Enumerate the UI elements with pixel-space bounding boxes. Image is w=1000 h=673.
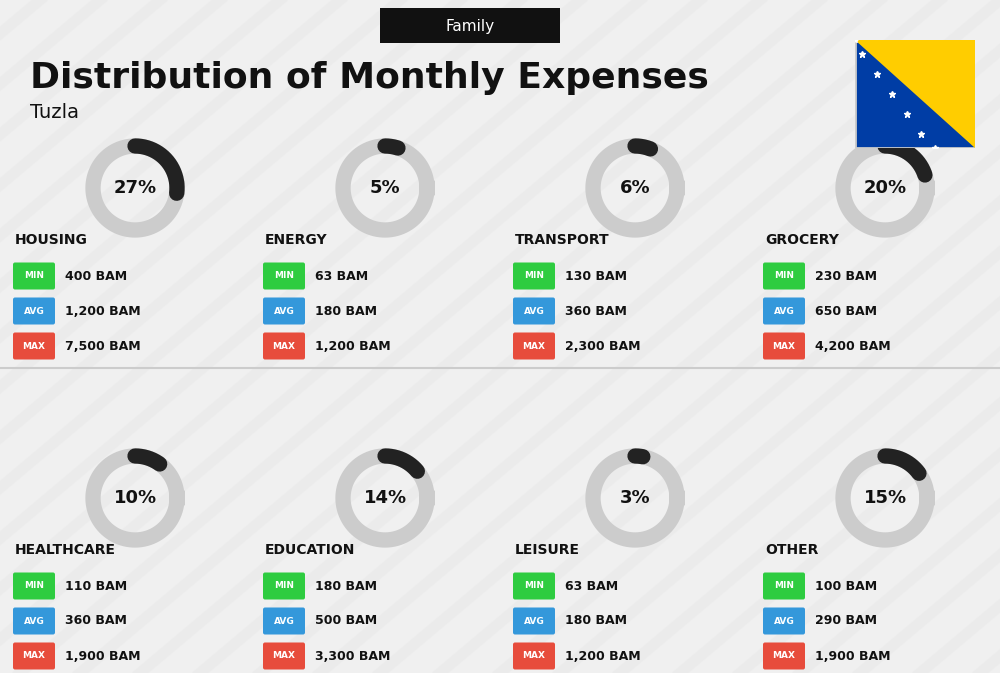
FancyBboxPatch shape — [263, 262, 305, 289]
Text: MIN: MIN — [24, 581, 44, 590]
FancyBboxPatch shape — [13, 643, 55, 670]
FancyBboxPatch shape — [763, 332, 805, 359]
Text: MIN: MIN — [24, 271, 44, 281]
Text: MAX: MAX — [523, 341, 546, 351]
FancyBboxPatch shape — [513, 573, 555, 600]
Text: Distribution of Monthly Expenses: Distribution of Monthly Expenses — [30, 61, 709, 95]
Text: OTHER: OTHER — [765, 543, 818, 557]
Text: GROCERY: GROCERY — [765, 233, 839, 247]
Text: MIN: MIN — [774, 271, 794, 281]
FancyBboxPatch shape — [13, 573, 55, 600]
Text: 7,500 BAM: 7,500 BAM — [65, 339, 141, 353]
Text: MIN: MIN — [274, 271, 294, 281]
Text: MAX: MAX — [523, 651, 546, 660]
FancyBboxPatch shape — [263, 332, 305, 359]
Text: 500 BAM: 500 BAM — [315, 614, 377, 627]
Text: 27%: 27% — [113, 179, 157, 197]
Text: 1,900 BAM: 1,900 BAM — [815, 649, 891, 662]
Text: 14%: 14% — [363, 489, 407, 507]
Text: 1,900 BAM: 1,900 BAM — [65, 649, 140, 662]
Text: 360 BAM: 360 BAM — [65, 614, 127, 627]
Text: ENERGY: ENERGY — [265, 233, 328, 247]
Text: MIN: MIN — [524, 271, 544, 281]
FancyBboxPatch shape — [763, 608, 805, 635]
Text: AVG: AVG — [774, 306, 794, 316]
Text: 1,200 BAM: 1,200 BAM — [315, 339, 391, 353]
FancyBboxPatch shape — [13, 608, 55, 635]
Text: 5%: 5% — [370, 179, 400, 197]
Text: MAX: MAX — [773, 651, 796, 660]
Text: MIN: MIN — [524, 581, 544, 590]
FancyBboxPatch shape — [513, 262, 555, 289]
FancyBboxPatch shape — [513, 332, 555, 359]
Text: AVG: AVG — [24, 616, 44, 625]
Text: AVG: AVG — [774, 616, 794, 625]
Text: 400 BAM: 400 BAM — [65, 269, 127, 283]
Text: MIN: MIN — [774, 581, 794, 590]
Text: 3,300 BAM: 3,300 BAM — [315, 649, 390, 662]
Text: 180 BAM: 180 BAM — [315, 579, 377, 592]
FancyBboxPatch shape — [763, 643, 805, 670]
Text: LEISURE: LEISURE — [515, 543, 580, 557]
Text: 63 BAM: 63 BAM — [565, 579, 618, 592]
Text: 650 BAM: 650 BAM — [815, 304, 877, 318]
FancyBboxPatch shape — [513, 643, 555, 670]
Text: EDUCATION: EDUCATION — [265, 543, 355, 557]
FancyBboxPatch shape — [263, 573, 305, 600]
Text: Tuzla: Tuzla — [30, 104, 79, 122]
Text: HOUSING: HOUSING — [15, 233, 88, 247]
Text: 3%: 3% — [620, 489, 650, 507]
FancyBboxPatch shape — [855, 40, 975, 148]
Text: MAX: MAX — [773, 341, 796, 351]
Text: 20%: 20% — [863, 179, 907, 197]
Text: 6%: 6% — [620, 179, 650, 197]
Text: Family: Family — [445, 18, 495, 34]
Text: 130 BAM: 130 BAM — [565, 269, 627, 283]
Text: HEALTHCARE: HEALTHCARE — [15, 543, 116, 557]
FancyBboxPatch shape — [763, 262, 805, 289]
FancyBboxPatch shape — [263, 297, 305, 324]
Text: 110 BAM: 110 BAM — [65, 579, 127, 592]
Text: AVG: AVG — [274, 616, 294, 625]
FancyBboxPatch shape — [13, 262, 55, 289]
Text: 290 BAM: 290 BAM — [815, 614, 877, 627]
Text: 100 BAM: 100 BAM — [815, 579, 877, 592]
Text: AVG: AVG — [524, 306, 544, 316]
Text: 180 BAM: 180 BAM — [315, 304, 377, 318]
Text: 360 BAM: 360 BAM — [565, 304, 627, 318]
Text: MAX: MAX — [22, 341, 46, 351]
Text: 4,200 BAM: 4,200 BAM — [815, 339, 891, 353]
FancyBboxPatch shape — [13, 297, 55, 324]
FancyBboxPatch shape — [513, 297, 555, 324]
FancyBboxPatch shape — [380, 8, 560, 43]
Text: 180 BAM: 180 BAM — [565, 614, 627, 627]
Text: TRANSPORT: TRANSPORT — [515, 233, 610, 247]
FancyBboxPatch shape — [13, 332, 55, 359]
FancyBboxPatch shape — [263, 608, 305, 635]
Text: MIN: MIN — [274, 581, 294, 590]
Text: 1,200 BAM: 1,200 BAM — [565, 649, 641, 662]
Polygon shape — [855, 40, 975, 148]
Text: 2,300 BAM: 2,300 BAM — [565, 339, 640, 353]
Text: 63 BAM: 63 BAM — [315, 269, 368, 283]
FancyBboxPatch shape — [513, 608, 555, 635]
Text: MAX: MAX — [272, 651, 296, 660]
Text: MAX: MAX — [272, 341, 296, 351]
FancyBboxPatch shape — [763, 573, 805, 600]
Text: 15%: 15% — [863, 489, 907, 507]
Text: AVG: AVG — [524, 616, 544, 625]
Text: AVG: AVG — [24, 306, 44, 316]
FancyBboxPatch shape — [763, 297, 805, 324]
Text: 230 BAM: 230 BAM — [815, 269, 877, 283]
Text: 10%: 10% — [113, 489, 157, 507]
FancyBboxPatch shape — [263, 643, 305, 670]
Text: MAX: MAX — [22, 651, 46, 660]
Text: AVG: AVG — [274, 306, 294, 316]
Text: 1,200 BAM: 1,200 BAM — [65, 304, 141, 318]
